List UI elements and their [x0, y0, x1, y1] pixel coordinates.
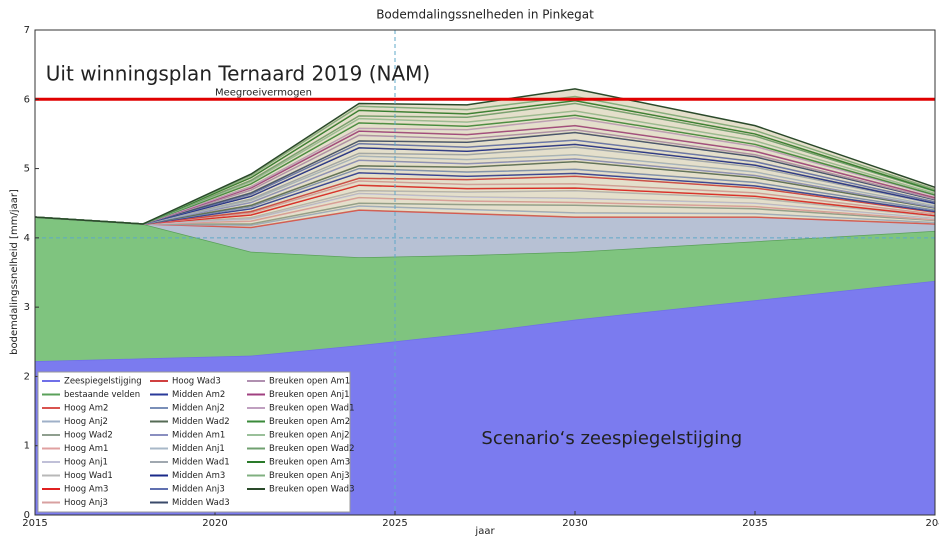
y-tick-label: 4 [24, 233, 30, 244]
area [35, 217, 935, 362]
y-tick-label: 7 [24, 25, 30, 36]
legend-label: Midden Am1 [172, 431, 225, 441]
legend-label: Hoog Anj1 [64, 458, 108, 468]
legend-label: bestaande velden [64, 390, 140, 400]
x-tick-label: 2025 [382, 518, 407, 529]
x-axis-label: jaar [474, 526, 495, 537]
legend-label: Hoog Wad1 [64, 471, 113, 481]
area [35, 117, 935, 224]
area [35, 197, 935, 224]
annotation: Scenario‘s zeespiegelstijging [481, 428, 742, 449]
legend-label: Breuken open Wad1 [269, 404, 354, 414]
legend-label: Breuken open Anj3 [269, 471, 350, 481]
area [35, 193, 935, 224]
legend-label: Midden Wad2 [172, 417, 230, 427]
legend-label: Hoog Wad2 [64, 431, 113, 441]
legend-label: Midden Anj3 [172, 485, 225, 495]
legend-label: Midden Wad3 [172, 498, 230, 508]
y-tick-label: 2 [24, 371, 30, 382]
area [35, 147, 935, 224]
legend-label: Zeespiegelstijging [64, 377, 142, 387]
x-tick-label: 204 [925, 518, 939, 529]
legend-label: Breuken open Wad3 [269, 485, 354, 495]
area [35, 168, 935, 224]
legend-label: Hoog Wad3 [172, 377, 221, 387]
x-tick-label: 2015 [22, 518, 47, 529]
legend-label: Breuken open Wad2 [269, 444, 354, 454]
legend-label: Midden Am2 [172, 390, 225, 400]
area [35, 203, 935, 226]
annotation: Meegroeivermogen [215, 87, 312, 98]
x-tick-label: 2035 [742, 518, 767, 529]
x-tick-label: 2020 [202, 518, 227, 529]
x-tick-label: 2030 [562, 518, 587, 529]
legend-label: Hoog Anj2 [64, 417, 108, 427]
legend-label: Midden Anj1 [172, 444, 225, 454]
legend-label: Midden Wad1 [172, 458, 230, 468]
chart-title: Bodemdalingssnelheden in Pinkegat [376, 8, 594, 22]
area [35, 176, 935, 224]
y-tick-label: 1 [24, 441, 30, 452]
legend-label: Breuken open Am3 [269, 458, 350, 468]
annotation: Uit winningsplan Ternaard 2019 (NAM) [46, 62, 430, 86]
series-line [34, 88, 936, 225]
legend-box [37, 371, 351, 513]
y-tick-label: 3 [24, 302, 30, 313]
legend-label: Hoog Am2 [64, 404, 108, 414]
plot-frame [34, 29, 936, 516]
legend-label: Hoog Anj3 [64, 498, 108, 508]
y-tick-label: 0 [24, 510, 30, 521]
area [35, 210, 935, 258]
y-tick-label: 5 [24, 164, 30, 175]
legend-label: Hoog Am3 [64, 485, 108, 495]
legend-label: Midden Anj2 [172, 404, 225, 414]
y-tick-label: 6 [24, 94, 30, 105]
area [35, 181, 935, 224]
legend-label: Breuken open Anj1 [269, 390, 350, 400]
legend-label: Midden Am3 [172, 471, 225, 481]
legend-label: Hoog Am1 [64, 444, 108, 454]
legend-label: Breuken open Am1 [269, 377, 350, 387]
area [35, 161, 935, 224]
area [35, 132, 935, 224]
legend-label: Breuken open Am2 [269, 417, 350, 427]
legend-label: Breuken open Anj2 [269, 431, 350, 441]
y-axis-label: bodemdalingssnelheid [mm/jaar] [9, 189, 20, 355]
